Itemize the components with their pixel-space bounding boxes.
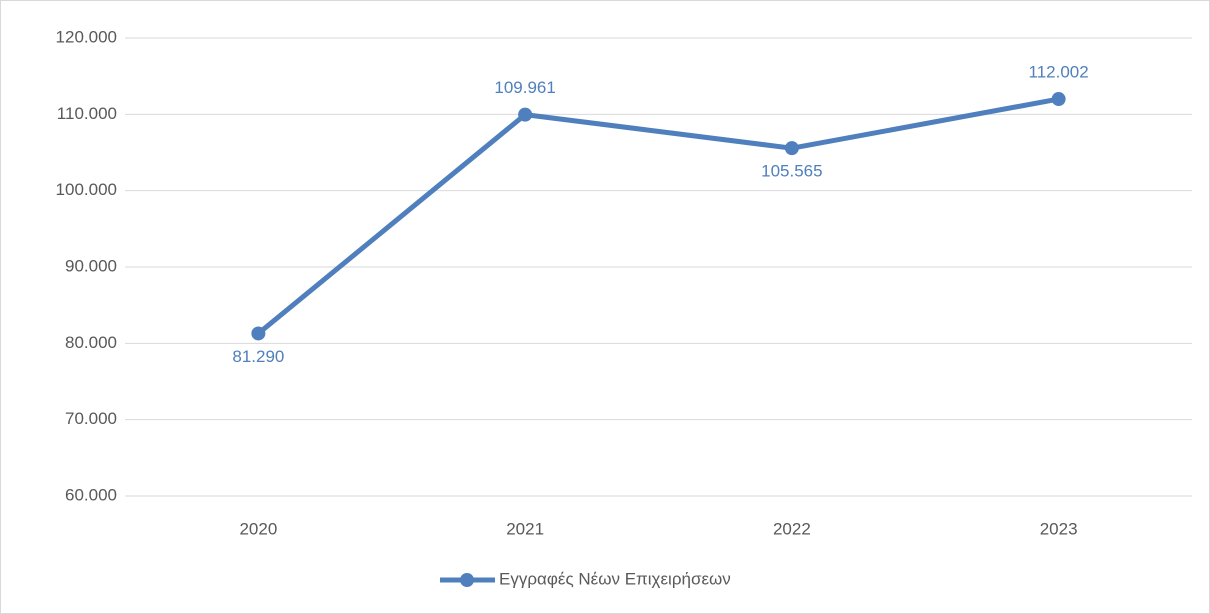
legend-marker <box>460 573 474 587</box>
data-point <box>784 141 799 156</box>
x-tick-label: 2023 <box>1040 519 1078 538</box>
y-tick-label: 90.000 <box>65 256 117 275</box>
y-tick-label: 60.000 <box>65 485 117 504</box>
data-point <box>251 326 266 341</box>
data-label: 81.290 <box>232 347 284 366</box>
x-tick-label: 2020 <box>239 519 277 538</box>
y-tick-label: 100.000 <box>56 180 117 199</box>
data-label: 109.961 <box>494 78 555 97</box>
data-point <box>1051 92 1066 107</box>
y-tick-label: 120.000 <box>56 27 117 46</box>
y-tick-label: 70.000 <box>65 409 117 428</box>
x-tick-label: 2021 <box>506 519 544 538</box>
legend-label: Εγγραφές Νέων Επιχειρήσεων <box>499 569 731 588</box>
y-tick-label: 80.000 <box>65 333 117 352</box>
data-point <box>518 107 533 122</box>
data-label: 112.002 <box>1029 63 1089 82</box>
y-tick-label: 110.000 <box>57 104 117 123</box>
series-line <box>255 96 1062 336</box>
x-tick-label: 2022 <box>773 519 811 538</box>
data-label: 105.565 <box>761 162 822 181</box>
